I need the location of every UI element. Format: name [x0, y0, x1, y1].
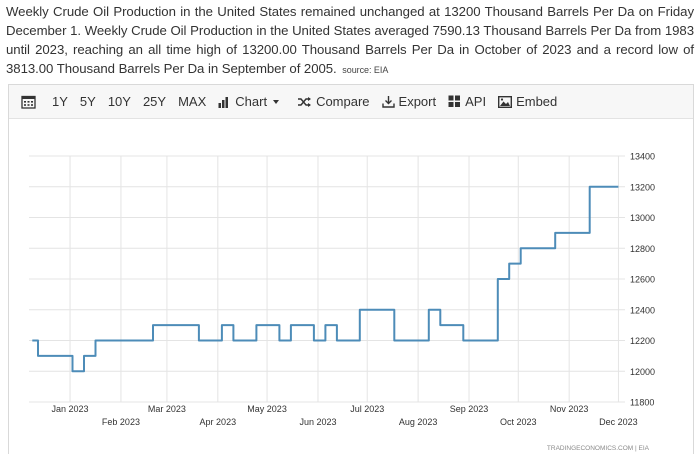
y-tick-label: 13400: [630, 152, 655, 162]
chart-type-button[interactable]: Chart: [212, 90, 291, 114]
export-button[interactable]: Export: [376, 90, 443, 114]
y-tick-label: 12000: [630, 367, 655, 377]
range-10y-button[interactable]: 10Y: [107, 94, 131, 109]
grid-icon: [448, 95, 461, 107]
x-tick-label: Nov 2023: [550, 404, 589, 414]
x-tick-label: Jun 2023: [299, 417, 336, 427]
image-icon: [498, 95, 513, 108]
compare-label: Compare: [316, 94, 370, 109]
chart-toolbar: 1Y 5Y 10Y 25Y MAX Chart Compare: [9, 85, 693, 119]
chart-type-label: Chart: [235, 94, 268, 109]
y-tick-label: 12200: [630, 336, 655, 346]
bar-chart-icon: [218, 96, 229, 108]
watermark-text: TRADINGECONOMICS.COM | EIA: [547, 445, 650, 452]
description-text: Weekly Crude Oil Production in the Unite…: [6, 4, 694, 76]
line-chart: 11800 12000 12200 12400 12600 12800 13000 13200…: [29, 152, 655, 452]
source-label: source: EIA: [342, 65, 389, 75]
range-5y-button[interactable]: 5Y: [79, 94, 96, 109]
x-tick-label: Oct 2023: [500, 417, 537, 427]
x-tick-label: Jan 2023: [52, 404, 89, 414]
x-tick-label: Dec 2023: [599, 417, 638, 427]
embed-button[interactable]: Embed: [492, 90, 563, 114]
description: Weekly Crude Oil Production in the Unite…: [6, 2, 694, 80]
y-tick-label: 12800: [630, 244, 655, 254]
x-tick-label: Apr 2023: [200, 417, 237, 427]
embed-label: Embed: [516, 94, 558, 109]
x-tick-label: May 2023: [247, 404, 287, 414]
calendar-icon[interactable]: [15, 90, 46, 114]
export-label: Export: [398, 94, 437, 109]
range-1y-button[interactable]: 1Y: [52, 94, 68, 109]
y-tick-label: 11800: [630, 398, 654, 408]
download-icon: [381, 96, 395, 108]
range-25y-button[interactable]: 25Y: [142, 94, 167, 109]
shuffle-icon: [298, 96, 312, 107]
y-tick-label: 12400: [630, 305, 655, 315]
caret-down-icon: [273, 99, 280, 104]
x-tick-label: Sep 2023: [450, 404, 489, 414]
y-tick-label: 13200: [630, 182, 655, 192]
calendar-icon-glyph: [21, 95, 36, 109]
y-tick-label: 13000: [630, 213, 655, 223]
chart-widget: 1Y 5Y 10Y 25Y MAX Chart Compare: [8, 84, 694, 454]
api-label: API: [465, 94, 487, 109]
range-max-button[interactable]: MAX: [178, 94, 207, 109]
compare-button[interactable]: Compare: [291, 90, 375, 114]
x-tick-label: Feb 2023: [102, 417, 140, 427]
x-tick-label: Aug 2023: [399, 417, 438, 427]
series-line: [32, 185, 619, 373]
x-tick-label: Jul 2023: [350, 404, 384, 414]
y-tick-label: 12600: [630, 275, 655, 285]
x-tick-label: Mar 2023: [148, 404, 186, 414]
chart-area: 11800 12000 12200 12400 12600 12800 13000 13200…: [9, 120, 693, 454]
api-button[interactable]: API: [442, 90, 492, 114]
